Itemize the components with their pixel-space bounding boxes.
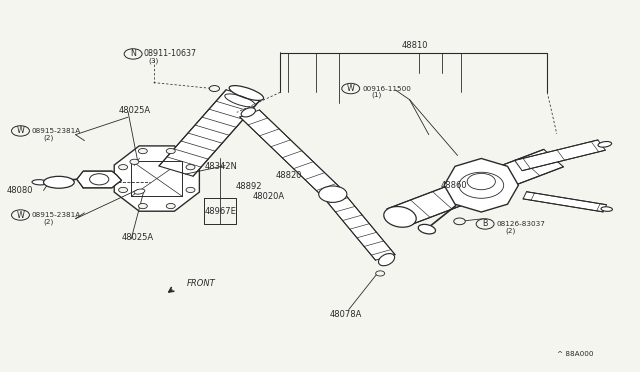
Circle shape: [166, 203, 175, 209]
Text: W: W: [17, 211, 24, 219]
Polygon shape: [159, 90, 260, 176]
Text: 48860: 48860: [440, 181, 467, 190]
Text: 48020A: 48020A: [253, 192, 285, 201]
Circle shape: [186, 164, 195, 170]
Circle shape: [130, 159, 139, 164]
Text: 08126-83037: 08126-83037: [497, 221, 545, 227]
Circle shape: [118, 164, 127, 170]
Text: 48078A: 48078A: [330, 310, 362, 319]
Text: N: N: [130, 49, 136, 58]
Polygon shape: [444, 158, 518, 212]
Circle shape: [454, 218, 465, 225]
Text: (2): (2): [506, 227, 516, 234]
Circle shape: [166, 148, 175, 154]
Ellipse shape: [229, 86, 264, 100]
Circle shape: [138, 203, 147, 209]
Polygon shape: [240, 110, 342, 197]
Text: B: B: [483, 219, 488, 228]
Ellipse shape: [241, 108, 255, 117]
Circle shape: [186, 187, 195, 193]
Circle shape: [209, 86, 220, 92]
Text: 48967E: 48967E: [205, 207, 237, 216]
Text: 08915-2381A: 08915-2381A: [32, 128, 81, 134]
Text: (3): (3): [148, 57, 159, 64]
Polygon shape: [323, 192, 395, 260]
Text: 08915-2381A: 08915-2381A: [32, 212, 81, 218]
Text: 48025A: 48025A: [122, 233, 154, 242]
Ellipse shape: [384, 206, 416, 227]
Text: (1): (1): [371, 92, 381, 99]
Polygon shape: [77, 171, 122, 188]
Text: (2): (2): [44, 218, 54, 225]
Circle shape: [476, 219, 494, 229]
Text: 48080: 48080: [6, 186, 33, 195]
Ellipse shape: [44, 176, 74, 188]
Ellipse shape: [32, 180, 47, 185]
Text: 48025A: 48025A: [118, 106, 150, 115]
Circle shape: [319, 186, 347, 202]
Text: FRONT: FRONT: [187, 279, 216, 288]
Polygon shape: [114, 146, 200, 211]
Polygon shape: [387, 150, 563, 226]
Text: W: W: [347, 84, 355, 93]
Circle shape: [138, 148, 147, 154]
Circle shape: [118, 187, 127, 193]
Ellipse shape: [601, 207, 612, 211]
Circle shape: [124, 49, 142, 59]
Ellipse shape: [378, 254, 395, 266]
Circle shape: [90, 174, 109, 185]
Text: W: W: [17, 126, 24, 135]
Text: ^ 88A000: ^ 88A000: [557, 351, 593, 357]
Text: 48820: 48820: [275, 171, 301, 180]
Text: 48342N: 48342N: [205, 162, 237, 171]
Polygon shape: [515, 140, 605, 171]
Circle shape: [376, 271, 385, 276]
Text: 48810: 48810: [402, 41, 428, 50]
Ellipse shape: [598, 141, 612, 147]
Circle shape: [12, 126, 29, 136]
Circle shape: [467, 173, 495, 190]
Circle shape: [12, 210, 29, 220]
Text: 48892: 48892: [236, 182, 262, 190]
Text: (2): (2): [44, 134, 54, 141]
Ellipse shape: [419, 224, 435, 234]
Circle shape: [342, 83, 360, 94]
Ellipse shape: [134, 189, 145, 194]
Text: 00916-11500: 00916-11500: [362, 86, 411, 92]
Text: 08911-10637: 08911-10637: [144, 49, 197, 58]
Polygon shape: [523, 192, 607, 212]
